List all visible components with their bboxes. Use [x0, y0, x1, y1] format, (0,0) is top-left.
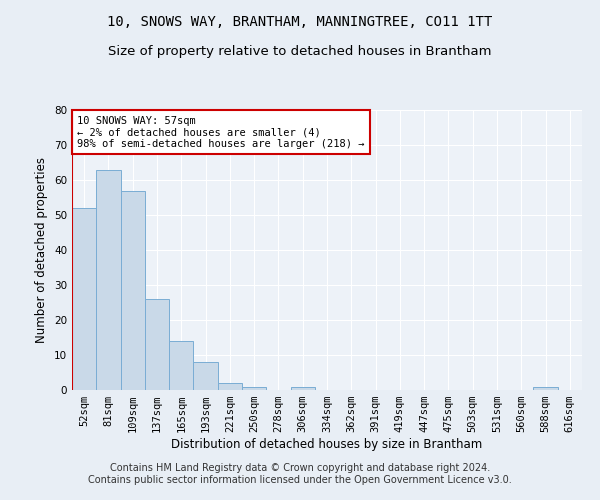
Text: 10, SNOWS WAY, BRANTHAM, MANNINGTREE, CO11 1TT: 10, SNOWS WAY, BRANTHAM, MANNINGTREE, CO… [107, 15, 493, 29]
X-axis label: Distribution of detached houses by size in Brantham: Distribution of detached houses by size … [172, 438, 482, 451]
Text: Contains HM Land Registry data © Crown copyright and database right 2024.
Contai: Contains HM Land Registry data © Crown c… [88, 464, 512, 485]
Bar [145, 299, 169, 390]
Bar [290, 386, 315, 390]
Bar [193, 362, 218, 390]
Bar [72, 208, 96, 390]
Bar [169, 341, 193, 390]
Text: Size of property relative to detached houses in Brantham: Size of property relative to detached ho… [108, 45, 492, 58]
Bar [533, 386, 558, 390]
Bar [218, 383, 242, 390]
Bar [121, 190, 145, 390]
Bar [242, 386, 266, 390]
Bar [96, 170, 121, 390]
Text: 10 SNOWS WAY: 57sqm
← 2% of detached houses are smaller (4)
98% of semi-detached: 10 SNOWS WAY: 57sqm ← 2% of detached hou… [77, 116, 365, 149]
Y-axis label: Number of detached properties: Number of detached properties [35, 157, 49, 343]
